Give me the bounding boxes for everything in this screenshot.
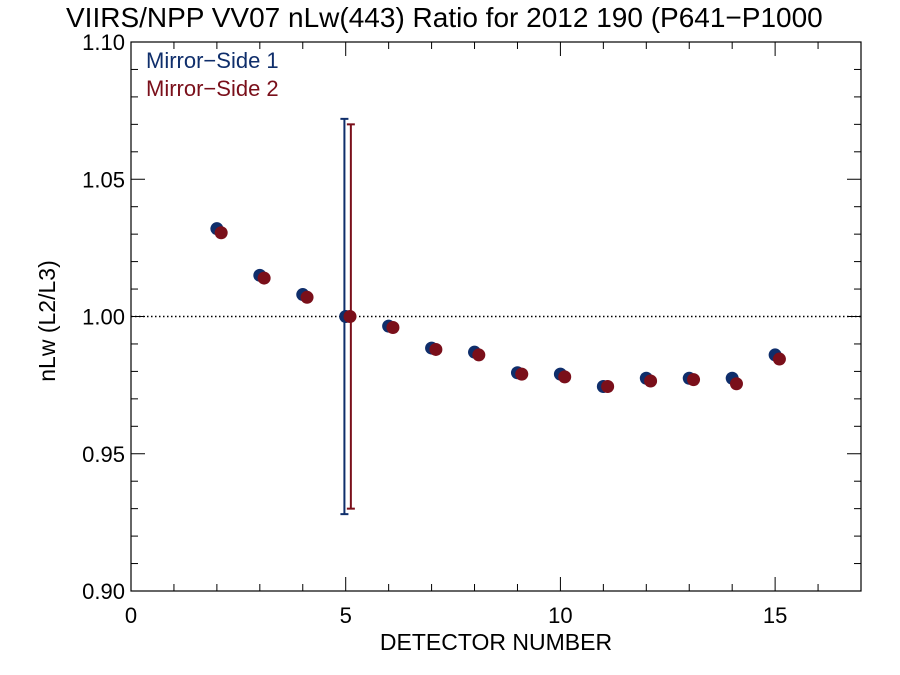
data-point-series-2 (386, 320, 400, 334)
data-point-series-2 (257, 271, 271, 285)
y-tick-label: 1.00 (82, 305, 125, 330)
chart-title: VIIRS/NPP VV07 nLw(443) Ratio for 2012 1… (66, 2, 823, 33)
data-point-series-2 (214, 226, 228, 240)
legend-entry-mirror-side-2: Mirror−Side 2 (146, 76, 279, 101)
legend: Mirror−Side 1 Mirror−Side 2 (146, 48, 279, 101)
x-axis-label: DETECTOR NUMBER (380, 629, 612, 655)
data-point-layer (210, 222, 786, 393)
data-point-series-2 (558, 370, 572, 384)
y-tick-label: 1.10 (82, 30, 125, 55)
y-tick-label: 1.05 (82, 167, 125, 192)
x-tick-label: 0 (125, 603, 137, 628)
data-point-series-2 (687, 373, 701, 387)
data-point-series-2 (515, 367, 529, 381)
data-point-series-2 (772, 352, 786, 366)
y-tick-label: 0.90 (82, 579, 125, 604)
data-point-series-2 (429, 342, 443, 356)
x-tick-label: 10 (548, 603, 572, 628)
data-point-series-2 (729, 377, 743, 391)
y-tick-label: 0.95 (82, 442, 125, 467)
data-point-series-2 (343, 310, 357, 323)
y-axis-label: nLw (L2/L3) (34, 260, 60, 381)
x-tick-label: 15 (763, 603, 787, 628)
data-point-series-2 (300, 290, 314, 304)
tick-label-layer: 0 5 10 15 0.90 0.95 1.00 1.05 1.10 (82, 30, 787, 628)
data-point-series-2 (601, 379, 615, 393)
x-tick-label: 5 (340, 603, 352, 628)
legend-entry-mirror-side-1: Mirror−Side 1 (146, 48, 279, 73)
data-point-series-2 (644, 374, 658, 388)
data-point-series-2 (472, 348, 486, 362)
